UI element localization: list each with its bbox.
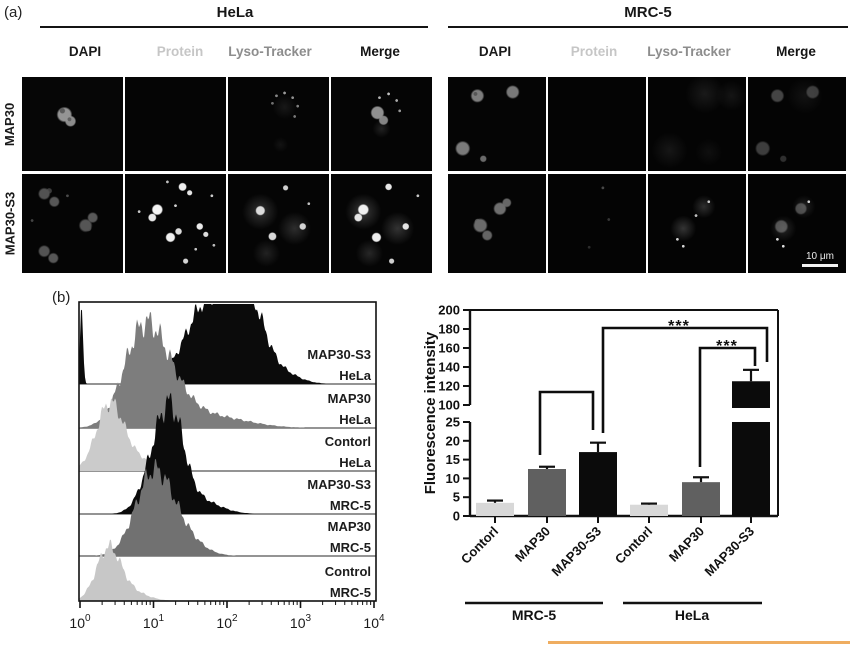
y-axis-title: Fluorescence intensity — [422, 331, 439, 494]
micrograph-mrc5-map30-dapi — [448, 77, 546, 171]
significance-label: *** — [716, 338, 738, 355]
group-label-HeLa: HeLa — [675, 607, 709, 623]
bar-MRC-5-MAP30-S3 — [579, 452, 617, 516]
histogram-series-label: MAP30-S3 — [307, 477, 371, 492]
col-label-hela-protein: Protein — [156, 44, 204, 59]
micrograph-hela-map30s3-merge — [331, 174, 432, 273]
micrograph-hela-map30s3-protein — [125, 174, 226, 273]
histogram-cellline-label: MRC-5 — [330, 498, 371, 513]
micrograph-mrc5-map30-protein — [548, 77, 646, 171]
x-category-label: Contorl — [458, 524, 501, 567]
histogram-series-label: MAP30 — [328, 391, 371, 406]
x-tick-label: 100 — [69, 613, 91, 631]
significance-label: *** — [668, 318, 690, 335]
bar-HeLa-MAP30 — [682, 482, 720, 516]
panel-b-label: (b) — [52, 289, 71, 306]
y-tick-label: 180 — [438, 322, 460, 337]
bar-lower-HeLa-MAP30-S3 — [732, 422, 770, 516]
histogram-series-MAP30-HeLa — [79, 311, 376, 428]
col-label-mrc5-dapi: DAPI — [478, 44, 512, 59]
y-tick-label: 10 — [446, 471, 460, 486]
histogram-series-label: MAP30 — [328, 519, 371, 534]
x-tick-label: 103 — [290, 613, 312, 631]
group-title-mrc5: MRC-5 — [624, 4, 672, 21]
scale-bar-line — [802, 264, 838, 267]
x-category-label: MAP30-S3 — [702, 524, 758, 580]
col-label-mrc5-merge: Merge — [776, 44, 816, 59]
group-label-MRC-5: MRC-5 — [512, 607, 557, 623]
group-title-hela: HeLa — [216, 4, 254, 21]
histogram-series-Control-MRC-5 — [79, 539, 376, 601]
y-tick-label: 15 — [446, 452, 460, 467]
col-label-hela-dapi: DAPI — [68, 44, 102, 59]
row-label-map30: MAP30 — [2, 102, 18, 146]
micrograph-grid-mrc5: 10 μm — [448, 77, 846, 273]
col-label-mrc5-lysotracker: Lyso-Tracker — [647, 44, 731, 59]
histogram-cellline-label: MRC-5 — [330, 540, 371, 555]
micrograph-hela-map30-dapi — [22, 77, 123, 171]
micrograph-hela-map30s3-dapi — [22, 174, 123, 273]
histogram-cellline-label: MRC-5 — [330, 585, 371, 600]
micrograph-hela-map30-merge — [331, 77, 432, 171]
row-label-map30-s3: MAP30-S3 — [2, 191, 18, 256]
x-tick-label: 102 — [216, 613, 238, 631]
micrograph-mrc5-map30s3-protein — [548, 174, 646, 273]
highlight-rule — [548, 641, 850, 644]
bar-MRC-5-Contorl — [476, 502, 514, 516]
micrograph-grid-hela — [22, 77, 432, 273]
histogram-cellline-label: HeLa — [339, 412, 372, 427]
histogram-cellline-label: HeLa — [339, 455, 372, 470]
bar-upper-HeLa-MAP30-S3 — [732, 381, 770, 408]
x-category-label: MAP30 — [666, 524, 707, 565]
histogram-series-label: Control — [325, 564, 371, 579]
bar-MRC-5-MAP30 — [528, 469, 566, 516]
micrograph-mrc5-map30s3-lysotracker — [648, 174, 746, 273]
histogram-series-MAP30-S3-HeLa — [79, 304, 376, 384]
x-category-label: MAP30-S3 — [549, 524, 605, 580]
x-tick-label: 101 — [143, 613, 165, 631]
significance-bracket — [698, 346, 757, 467]
y-tick-label: 25 — [446, 415, 460, 430]
scale-bar: 10 μm — [802, 251, 838, 267]
micrograph-mrc5-map30s3-dapi — [448, 174, 546, 273]
col-label-mrc5-protein: Protein — [570, 44, 618, 59]
mrc5-title-underline — [448, 26, 848, 28]
histogram-series-Contorl-HeLa — [79, 398, 376, 471]
y-tick-label: 200 — [438, 303, 460, 318]
y-tick-label: 20 — [446, 433, 460, 448]
y-tick-label: 5 — [453, 490, 460, 505]
hela-title-underline — [40, 26, 428, 28]
micrograph-hela-map30s3-lysotracker — [228, 174, 329, 273]
scale-bar-label: 10 μm — [806, 251, 834, 262]
y-tick-label: 160 — [438, 341, 460, 356]
y-tick-label: 120 — [438, 379, 460, 394]
flow-cytometry-histogram-chart: MAP30-S3 HeLa MAP30 HeLa Contorl HeLa MAP30-S3… — [69, 301, 385, 631]
x-category-label: Contorl — [612, 524, 655, 567]
fluorescence-intensity-bar-chart: 200 180 160 140 120 100 25 20 15 10 5 0 Fluorescence… — [422, 303, 779, 623]
histogram-frame — [78, 301, 377, 602]
micrograph-hela-map30-protein — [125, 77, 226, 171]
x-tick-label: 104 — [363, 613, 385, 631]
y-tick-label: 100 — [438, 398, 460, 413]
micrograph-mrc5-map30-lysotracker — [648, 77, 746, 171]
significance-bracket — [538, 390, 595, 455]
panel-a-label: (a) — [4, 4, 23, 21]
bar-HeLa-Contorl — [630, 504, 668, 516]
histogram-series-label: Contorl — [325, 434, 371, 449]
histogram-series-MAP30-MRC-5 — [79, 459, 376, 556]
significance-bracket — [601, 326, 769, 433]
col-label-hela-lysotracker: Lyso-Tracker — [228, 44, 312, 59]
x-category-label: MAP30 — [512, 524, 553, 565]
micrograph-hela-map30-lysotracker — [228, 77, 329, 171]
y-tick-label: 140 — [438, 360, 460, 375]
micrograph-mrc5-map30s3-merge: 10 μm — [748, 174, 846, 273]
y-tick-label: 0 — [453, 509, 460, 524]
col-label-hela-merge: Merge — [360, 44, 400, 59]
histogram-cellline-label: HeLa — [339, 368, 372, 383]
histogram-series-label: MAP30-S3 — [307, 347, 371, 362]
micrograph-mrc5-map30-merge — [748, 77, 846, 171]
